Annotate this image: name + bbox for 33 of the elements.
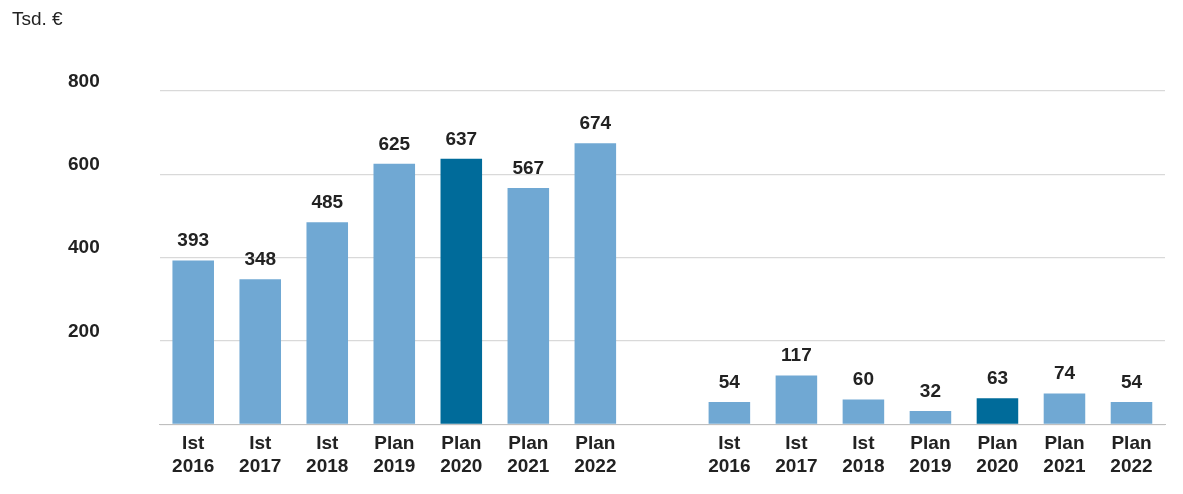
y-tick-label: 600: [68, 152, 100, 174]
x-tick-label: Plan 2022: [574, 432, 617, 476]
x-tick-label: Ist 2016: [708, 432, 751, 476]
y-tick-label: 200: [68, 319, 100, 341]
x-tick-label: Plan 2019: [909, 432, 952, 476]
x-tick-label: Ist 2017: [239, 432, 282, 476]
data-label: 674: [579, 112, 612, 134]
data-label: 567: [512, 156, 545, 178]
data-label: 60: [852, 368, 874, 390]
x-tick-label: Plan 2020: [440, 432, 483, 476]
data-label: 625: [378, 132, 411, 154]
data-label: 348: [244, 248, 277, 270]
data-label: 637: [445, 127, 478, 149]
x-tick-label: Plan 2020: [976, 432, 1019, 476]
x-tick-label: Ist 2018: [842, 432, 885, 476]
data-label: 393: [177, 229, 210, 251]
x-tick-label: Plan 2021: [507, 432, 550, 476]
y-tick-label: 400: [68, 236, 100, 258]
data-label: 54: [718, 370, 741, 392]
x-tick-label: Ist 2017: [775, 432, 818, 476]
x-tick-label: Plan 2019: [373, 432, 416, 476]
data-label: 54: [1120, 370, 1143, 392]
y-tick-label: 800: [68, 69, 100, 91]
x-tick-label: Plan 2021: [1043, 432, 1087, 476]
x-tick-label: Ist 2016: [172, 432, 215, 476]
data-label: 32: [919, 379, 941, 401]
data-label: 74: [1053, 362, 1076, 384]
x-tick-label: Plan 2022: [1110, 432, 1153, 476]
y-axis-title: Tsd. €: [12, 7, 64, 29]
data-label: 117: [781, 344, 812, 366]
data-label: 485: [311, 190, 344, 212]
x-tick-label: Ist 2018: [306, 432, 349, 476]
data-label: 63: [986, 366, 1009, 388]
